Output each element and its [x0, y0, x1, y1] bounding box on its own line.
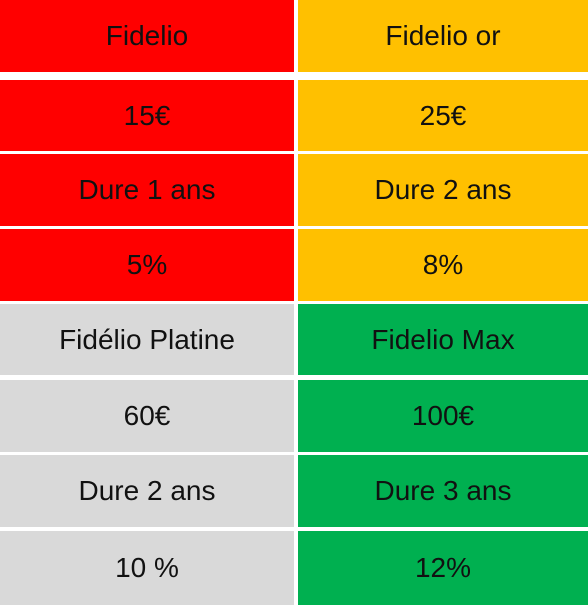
plan-discount-fidelio: 5%: [0, 229, 294, 301]
plan-name-fidelio-max: Fidelio Max: [298, 304, 588, 375]
plan-duration-fidelio-or: Dure 2 ans: [298, 154, 588, 226]
plan-price-fidelio-max: 100€: [298, 380, 588, 452]
plan-duration-fidelio: Dure 1 ans: [0, 154, 294, 226]
plan-price-fidelio-platine: 60€: [0, 380, 294, 452]
plan-name-fidelio-platine: Fidélio Platine: [0, 304, 294, 375]
plan-discount-fidelio-platine: 10 %: [0, 531, 294, 605]
plan-price-fidelio-or: 25€: [298, 80, 588, 151]
plan-name-fidelio: Fidelio: [0, 0, 294, 72]
plan-discount-fidelio-max: 12%: [298, 531, 588, 605]
plan-duration-fidelio-max: Dure 3 ans: [298, 455, 588, 527]
plan-duration-fidelio-platine: Dure 2 ans: [0, 455, 294, 527]
plan-name-fidelio-or: Fidelio or: [298, 0, 588, 72]
plan-discount-fidelio-or: 8%: [298, 229, 588, 301]
plan-price-fidelio: 15€: [0, 80, 294, 151]
